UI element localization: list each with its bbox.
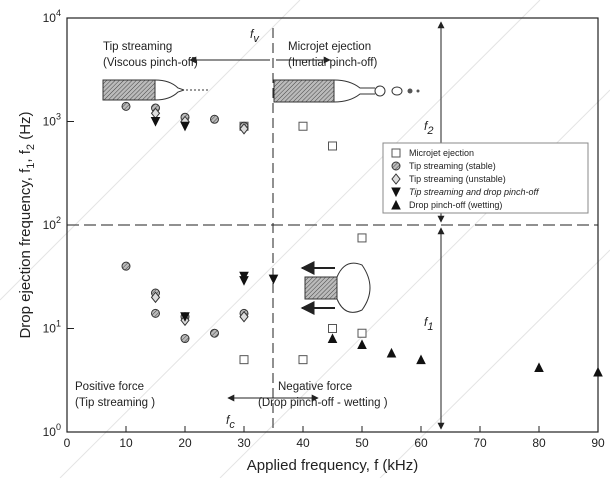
microjet-sketch <box>273 79 420 103</box>
symbol-label: fc <box>226 413 235 431</box>
y-tick-label: 103 <box>43 112 61 129</box>
annotation: (Drop pinch-off - wetting ) <box>258 397 388 409</box>
data-point <box>210 328 219 338</box>
x-tick-label: 50 <box>355 436 369 450</box>
symbol-subscript: c <box>229 419 235 431</box>
data-point <box>298 355 308 365</box>
y-axis-title-part: , f <box>17 149 34 162</box>
data-point <box>239 355 249 365</box>
x-tick-label: 20 <box>178 436 192 450</box>
symbol-subscript: v <box>253 33 260 45</box>
x-tick-label: 40 <box>296 436 310 450</box>
symbol-label: f2 <box>424 119 433 137</box>
symbol-label: fv <box>250 27 260 45</box>
legend-label: Tip streaming (stable) <box>409 161 496 171</box>
x-tick-label: 30 <box>237 436 251 450</box>
legend-marker <box>391 173 401 185</box>
data-point <box>416 354 426 365</box>
drop-sketch <box>300 261 371 315</box>
y-tick-label: 102 <box>43 215 61 232</box>
data-point <box>357 328 367 338</box>
annotation: Negative force <box>278 381 352 393</box>
x-tick-label: 70 <box>473 436 487 450</box>
y-tick-label: 101 <box>43 319 61 336</box>
symbol-base: f <box>424 315 429 329</box>
data-point <box>150 117 161 127</box>
x-tick-label: 80 <box>532 436 546 450</box>
legend-label: Microjet ejection <box>409 148 474 158</box>
symbol-base: f <box>250 27 255 41</box>
annotation: Microjet ejection <box>288 41 371 53</box>
data-point <box>180 312 190 322</box>
tick-base: 10 <box>43 11 57 25</box>
y-axis-title: Drop ejection frequency, f1, f2 (Hz) <box>17 111 37 338</box>
data-point <box>121 101 131 111</box>
y-tick-label: 104 <box>43 8 61 25</box>
x-axis-title: Applied frequency, f (kHz) <box>247 457 418 474</box>
y-axis-title-subscript: 2 <box>25 144 37 150</box>
legend-marker <box>391 187 401 198</box>
data-point <box>180 334 190 344</box>
data-point <box>151 308 160 318</box>
tick-exponent: 2 <box>56 215 61 225</box>
data-point <box>210 114 219 124</box>
data-point <box>357 339 367 350</box>
data-point <box>327 333 338 344</box>
data-point <box>386 347 397 358</box>
legend-label: Tip streaming and drop pinch-off <box>409 187 540 197</box>
x-tick-label: 60 <box>414 436 428 450</box>
data-point <box>268 274 279 285</box>
y-axis-title-part: (Hz) <box>17 111 34 144</box>
tick-exponent: 0 <box>56 422 61 432</box>
x-tick-label: 90 <box>591 436 605 450</box>
data-point <box>150 291 161 304</box>
data-point <box>593 366 603 377</box>
tick-base: 10 <box>43 322 57 336</box>
symbol-label: f1 <box>424 315 433 333</box>
data-point <box>239 310 249 323</box>
annotation: Positive force <box>75 381 144 393</box>
tick-base: 10 <box>43 115 57 129</box>
data-point <box>239 123 249 135</box>
annotation: Tip streaming <box>103 41 172 53</box>
symbol-subscript: 1 <box>427 321 433 333</box>
y-axis-title-part: Drop ejection frequency, f <box>17 168 34 339</box>
annotation: (Inertial pinch-off) <box>288 57 377 69</box>
legend-label: Tip streaming (unstable) <box>409 174 506 184</box>
symbol-subscript: 2 <box>426 125 433 137</box>
tick-exponent: 1 <box>56 319 61 329</box>
legend-label: Drop pinch-off (wetting) <box>409 200 502 210</box>
annotation: (Tip streaming ) <box>75 397 155 409</box>
data-point <box>180 121 190 132</box>
legend-marker <box>391 199 401 210</box>
tick-exponent: 4 <box>56 8 61 18</box>
y-axis-title-subscript: 1 <box>25 163 37 169</box>
data-point <box>534 362 544 372</box>
data-point <box>121 261 131 271</box>
y-tick-label: 100 <box>43 422 61 439</box>
x-tick-label: 0 <box>64 436 71 450</box>
data-point <box>328 141 337 151</box>
tick-base: 10 <box>43 425 57 439</box>
symbol-base: f <box>226 413 231 427</box>
legend-marker <box>391 161 401 171</box>
x-tick-label: 10 <box>119 436 133 450</box>
data-point <box>239 276 249 286</box>
data-point <box>357 233 367 243</box>
data-point <box>298 121 308 131</box>
legend <box>382 142 589 214</box>
tick-base: 10 <box>43 218 57 232</box>
symbol-base: f <box>424 119 429 133</box>
legend-marker <box>391 148 401 158</box>
annotation: (Viscous pinch-off) <box>103 57 198 69</box>
tip-streaming-sketch <box>102 79 210 101</box>
data-point <box>328 324 337 333</box>
tick-exponent: 3 <box>56 112 61 122</box>
